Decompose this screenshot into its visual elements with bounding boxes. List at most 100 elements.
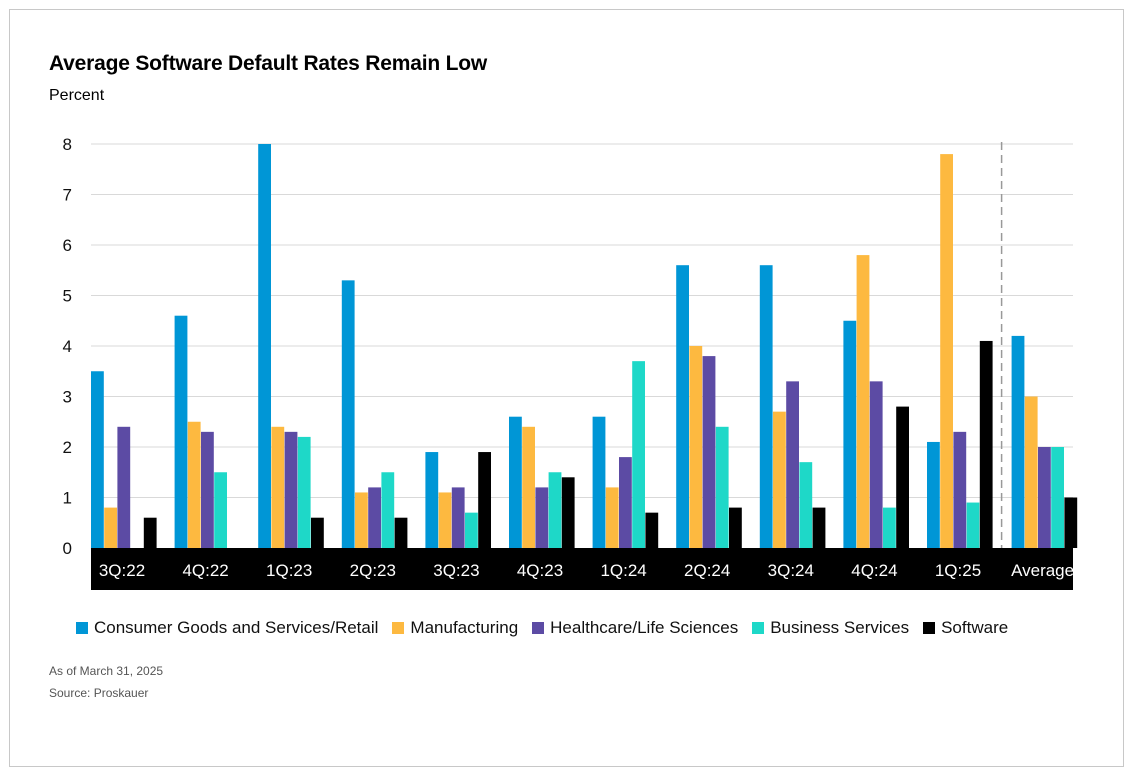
legend-label: Business Services bbox=[770, 618, 910, 637]
bar bbox=[592, 416, 606, 548]
bar bbox=[953, 431, 967, 548]
bar bbox=[883, 507, 896, 548]
bar bbox=[509, 416, 522, 548]
y-tick-label: 8 bbox=[63, 135, 72, 154]
bar bbox=[843, 320, 857, 548]
legend-swatch bbox=[923, 622, 936, 634]
legend-swatch bbox=[392, 622, 405, 634]
legend-label: Healthcare/Life Sciences bbox=[550, 618, 739, 637]
bar bbox=[1038, 447, 1051, 548]
bar bbox=[381, 472, 395, 548]
bar bbox=[979, 340, 993, 548]
x-tick-label: 3Q:23 bbox=[433, 561, 479, 580]
bar bbox=[632, 361, 645, 548]
y-tick-label: 3 bbox=[63, 388, 72, 407]
bar bbox=[438, 492, 452, 548]
bar bbox=[1011, 335, 1025, 548]
bar bbox=[856, 255, 870, 548]
legend-swatch bbox=[76, 622, 88, 634]
legend-item: Software bbox=[923, 618, 1008, 638]
y-tick-label: 7 bbox=[63, 186, 72, 205]
legend-label: Consumer Goods and Services/Retail bbox=[94, 618, 379, 637]
legend-swatch bbox=[532, 622, 545, 634]
bar bbox=[465, 512, 478, 548]
bar bbox=[548, 472, 562, 548]
x-tick-label: 2Q:23 bbox=[350, 561, 396, 580]
x-tick-label: 3Q:24 bbox=[768, 561, 814, 580]
y-tick-label: 5 bbox=[63, 287, 72, 306]
bar bbox=[368, 487, 381, 548]
bar bbox=[271, 426, 285, 548]
x-tick-label: 4Q:22 bbox=[182, 561, 228, 580]
bar bbox=[966, 502, 980, 548]
bar bbox=[478, 452, 491, 548]
bar bbox=[940, 154, 953, 548]
bar bbox=[187, 421, 201, 548]
bar bbox=[341, 280, 355, 548]
bar bbox=[799, 462, 813, 548]
x-tick-label: 2Q:24 bbox=[684, 561, 730, 580]
legend-label: Software bbox=[941, 618, 1009, 637]
x-tick-label: 1Q:24 bbox=[600, 561, 646, 580]
bar bbox=[729, 507, 742, 548]
chart-legend: Consumer Goods and Services/Retail Manufa… bbox=[76, 618, 1022, 638]
bar bbox=[214, 472, 227, 548]
bar bbox=[522, 426, 535, 548]
legend-item: Manufacturing bbox=[392, 618, 518, 638]
bar bbox=[91, 371, 104, 548]
bar bbox=[676, 265, 689, 548]
y-tick-label: 1 bbox=[63, 489, 72, 508]
bar bbox=[773, 411, 786, 548]
bar bbox=[1024, 396, 1038, 548]
bar bbox=[104, 507, 117, 548]
bar bbox=[812, 507, 826, 548]
y-tick-label: 2 bbox=[63, 438, 72, 457]
y-tick-label: 0 bbox=[63, 539, 72, 558]
legend-item: Healthcare/Life Sciences bbox=[532, 618, 738, 638]
bar bbox=[355, 492, 368, 548]
bar bbox=[689, 346, 703, 548]
bar bbox=[174, 315, 188, 548]
x-tick-label: 1Q:25 bbox=[935, 561, 981, 580]
bar bbox=[645, 512, 659, 548]
bar bbox=[561, 477, 575, 548]
bar bbox=[715, 426, 729, 548]
x-tick-label: 3Q:22 bbox=[99, 561, 145, 580]
legend-item: Business Services bbox=[752, 618, 909, 638]
x-tick-label: 1Q:23 bbox=[266, 561, 312, 580]
chart-title: Average Software Default Rates Remain Lo… bbox=[49, 52, 487, 75]
bar bbox=[869, 381, 883, 548]
legend-item: Consumer Goods and Services/Retail bbox=[76, 618, 378, 638]
bar bbox=[451, 487, 465, 548]
bar bbox=[702, 356, 716, 548]
bar bbox=[927, 441, 940, 548]
bar bbox=[619, 457, 632, 548]
bar bbox=[786, 381, 799, 548]
bar bbox=[258, 144, 271, 548]
bar bbox=[297, 436, 311, 548]
bar bbox=[201, 431, 214, 548]
y-tick-label: 4 bbox=[63, 337, 72, 356]
x-tick-label: Average bbox=[1011, 561, 1074, 580]
bar bbox=[394, 517, 408, 548]
bar bbox=[896, 406, 909, 548]
category-axis-band bbox=[91, 548, 1073, 590]
bar bbox=[284, 431, 298, 548]
bar-chart: 0 1 2 3 4 5 6 7 8 3Q:22 4Q:22 1Q:23 2Q:23 3Q:23 4Q:23 1… bbox=[63, 135, 1078, 590]
bar bbox=[311, 517, 324, 548]
bar bbox=[1064, 497, 1078, 548]
legend-label: Manufacturing bbox=[410, 618, 519, 637]
bar bbox=[143, 517, 157, 548]
as-of-note: As of March 31, 2025 bbox=[49, 664, 164, 678]
bar bbox=[425, 452, 439, 548]
bar bbox=[759, 265, 773, 548]
bar bbox=[605, 487, 619, 548]
bar bbox=[535, 487, 549, 548]
x-tick-label: 4Q:23 bbox=[517, 561, 563, 580]
legend-swatch bbox=[752, 622, 765, 634]
chart-frame bbox=[9, 9, 1124, 767]
x-tick-label: 4Q:24 bbox=[851, 561, 897, 580]
bar bbox=[117, 426, 131, 548]
bar bbox=[1051, 447, 1064, 548]
source-note: Source: Proskauer bbox=[49, 686, 149, 700]
